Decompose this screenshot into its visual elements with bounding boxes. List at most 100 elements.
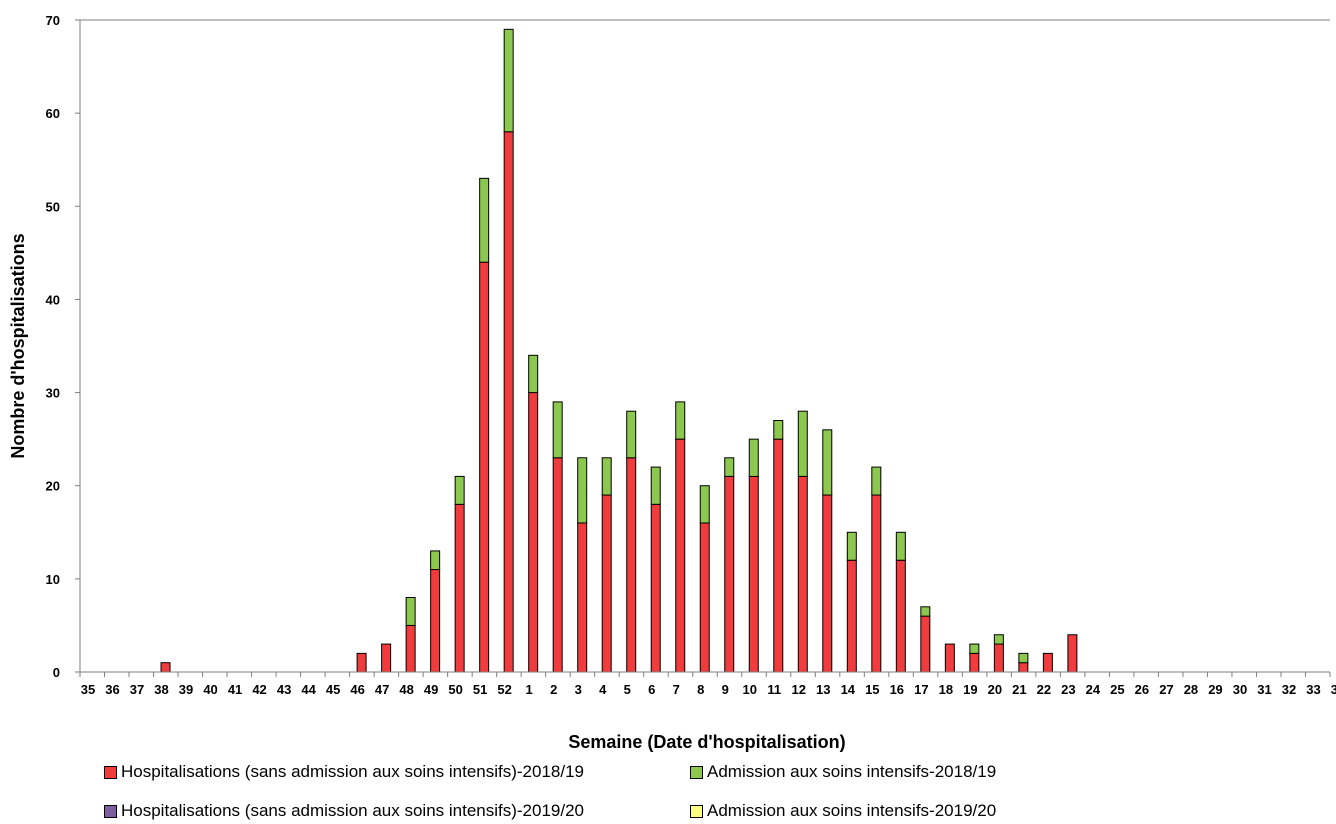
- bar-icu-week-11: [773, 420, 784, 440]
- x-tick-label: 41: [228, 682, 242, 697]
- legend-label: Hospitalisations (sans admission aux soi…: [121, 801, 585, 820]
- bar-hosp-week-17: [920, 615, 931, 673]
- x-ticks: 35 36 37 38 39 40 41 42 43 44 45 46 47 48 49 50 51 52 1 2 3 4…: [79, 672, 1336, 697]
- x-tick-label: 23: [1061, 682, 1075, 697]
- legend-item-hosp-2018-19: Hospitalisations (sans admission aux soi…: [104, 762, 584, 782]
- y-tick-label: 70: [46, 13, 60, 28]
- legend-label: Hospitalisations (sans admission aux soi…: [121, 762, 585, 781]
- x-tick-label: 24: [1086, 682, 1101, 697]
- legend-item-hosp-2019-20: Hospitalisations (sans admission aux soi…: [104, 801, 584, 821]
- x-tick-label: 28: [1184, 682, 1198, 697]
- bar-hosp-week-22: [1042, 652, 1053, 673]
- x-tick-label: 49: [424, 682, 438, 697]
- x-tick-label: 52: [497, 682, 511, 697]
- x-tick-label: 34: [1331, 682, 1336, 697]
- x-tick-label: 13: [816, 682, 830, 697]
- bar-hosp-week-23: [1067, 634, 1078, 673]
- x-tick-label: 4: [599, 682, 607, 697]
- bar-icu-week-52: [503, 28, 514, 133]
- bar-icu-week-6: [650, 466, 661, 505]
- x-tick-label: 44: [301, 682, 316, 697]
- y-tick-label: 10: [46, 572, 60, 587]
- legend-label: Admission aux soins intensifs-2019/20: [707, 801, 997, 820]
- x-tick-label: 26: [1135, 682, 1149, 697]
- x-tick-label: 22: [1037, 682, 1051, 697]
- y-axis-title: Nombre d'hospitalisations: [8, 233, 28, 458]
- legend-swatch-icu-2019-20: [690, 804, 703, 818]
- bar-icu-week-10: [748, 438, 759, 477]
- x-tick-label: 46: [350, 682, 364, 697]
- bar-icu-week-51: [479, 177, 490, 263]
- bar-hosp-week-11: [773, 438, 784, 673]
- x-tick-label: 45: [326, 682, 340, 697]
- bar-hosp-week-18: [944, 643, 955, 673]
- x-axis-title: Semaine (Date d'hospitalisation): [568, 732, 845, 752]
- bars-layer: [160, 28, 1078, 673]
- legend-item-icu-2018-19: Admission aux soins intensifs-2018/19: [690, 762, 996, 782]
- y-tick-label: 20: [46, 479, 60, 494]
- bar-hosp-week-38: [160, 662, 171, 673]
- x-tick-label: 31: [1257, 682, 1271, 697]
- bar-hosp-week-49: [430, 569, 441, 673]
- bar-icu-week-19: [969, 643, 980, 654]
- bar-icu-week-4: [601, 457, 612, 496]
- legend-label: Admission aux soins intensifs-2018/19: [707, 762, 997, 781]
- x-tick-label: 40: [203, 682, 217, 697]
- bar-hosp-week-20: [993, 643, 1004, 673]
- x-tick-label: 29: [1208, 682, 1222, 697]
- bar-hosp-week-6: [650, 503, 661, 673]
- legend-swatch-hosp-2019-20: [104, 804, 117, 818]
- x-tick-label: 36: [105, 682, 119, 697]
- bar-icu-week-7: [675, 401, 686, 440]
- y-tick-label: 40: [46, 292, 60, 307]
- bar-hosp-week-15: [871, 494, 882, 673]
- x-tick-label: 3: [575, 682, 582, 697]
- x-tick-label: 2: [550, 682, 557, 697]
- bar-hosp-week-48: [405, 624, 416, 673]
- y-ticks: 0 10 20 30 40 50 60 70: [46, 13, 80, 680]
- bar-icu-week-8: [699, 485, 710, 524]
- bar-icu-week-12: [797, 410, 808, 477]
- y-tick-label: 60: [46, 106, 60, 121]
- x-tick-label: 21: [1012, 682, 1026, 697]
- x-tick-label: 15: [865, 682, 879, 697]
- x-tick-label: 16: [890, 682, 904, 697]
- bar-hosp-week-12: [797, 475, 808, 673]
- x-tick-label: 37: [130, 682, 144, 697]
- bar-icu-week-9: [724, 457, 735, 477]
- bar-hosp-week-7: [675, 438, 686, 673]
- x-tick-label: 14: [841, 682, 856, 697]
- x-tick-label: 47: [375, 682, 389, 697]
- bar-hosp-week-52: [503, 131, 514, 673]
- x-tick-label: 48: [399, 682, 413, 697]
- bar-icu-week-14: [846, 531, 857, 561]
- bar-icu-week-17: [920, 606, 931, 617]
- bar-hosp-week-51: [479, 261, 490, 673]
- y-tick-label: 50: [46, 199, 60, 214]
- x-tick-label: 17: [914, 682, 928, 697]
- x-tick-label: 9: [722, 682, 729, 697]
- bar-hosp-week-46: [356, 652, 367, 673]
- bar-hosp-week-4: [601, 494, 612, 673]
- bar-icu-week-50: [454, 475, 465, 505]
- x-tick-label: 43: [277, 682, 291, 697]
- bar-hosp-week-47: [381, 643, 392, 673]
- x-tick-label: 25: [1110, 682, 1124, 697]
- bar-icu-week-21: [1018, 652, 1029, 664]
- y-tick-label: 30: [46, 386, 60, 401]
- x-tick-label: 39: [179, 682, 193, 697]
- bar-hosp-week-2: [552, 457, 563, 673]
- x-tick-label: 18: [939, 682, 953, 697]
- bar-icu-week-3: [577, 457, 588, 524]
- x-tick-label: 42: [252, 682, 266, 697]
- x-tick-label: 8: [697, 682, 704, 697]
- x-tick-label: 19: [963, 682, 977, 697]
- bar-hosp-week-19: [969, 652, 980, 673]
- bar-hosp-week-21: [1018, 662, 1029, 673]
- x-tick-label: 32: [1282, 682, 1296, 697]
- bar-icu-week-5: [626, 410, 637, 459]
- legend-swatch-icu-2018-19: [690, 765, 703, 779]
- bar-icu-week-16: [895, 531, 906, 561]
- x-tick-label: 38: [154, 682, 168, 697]
